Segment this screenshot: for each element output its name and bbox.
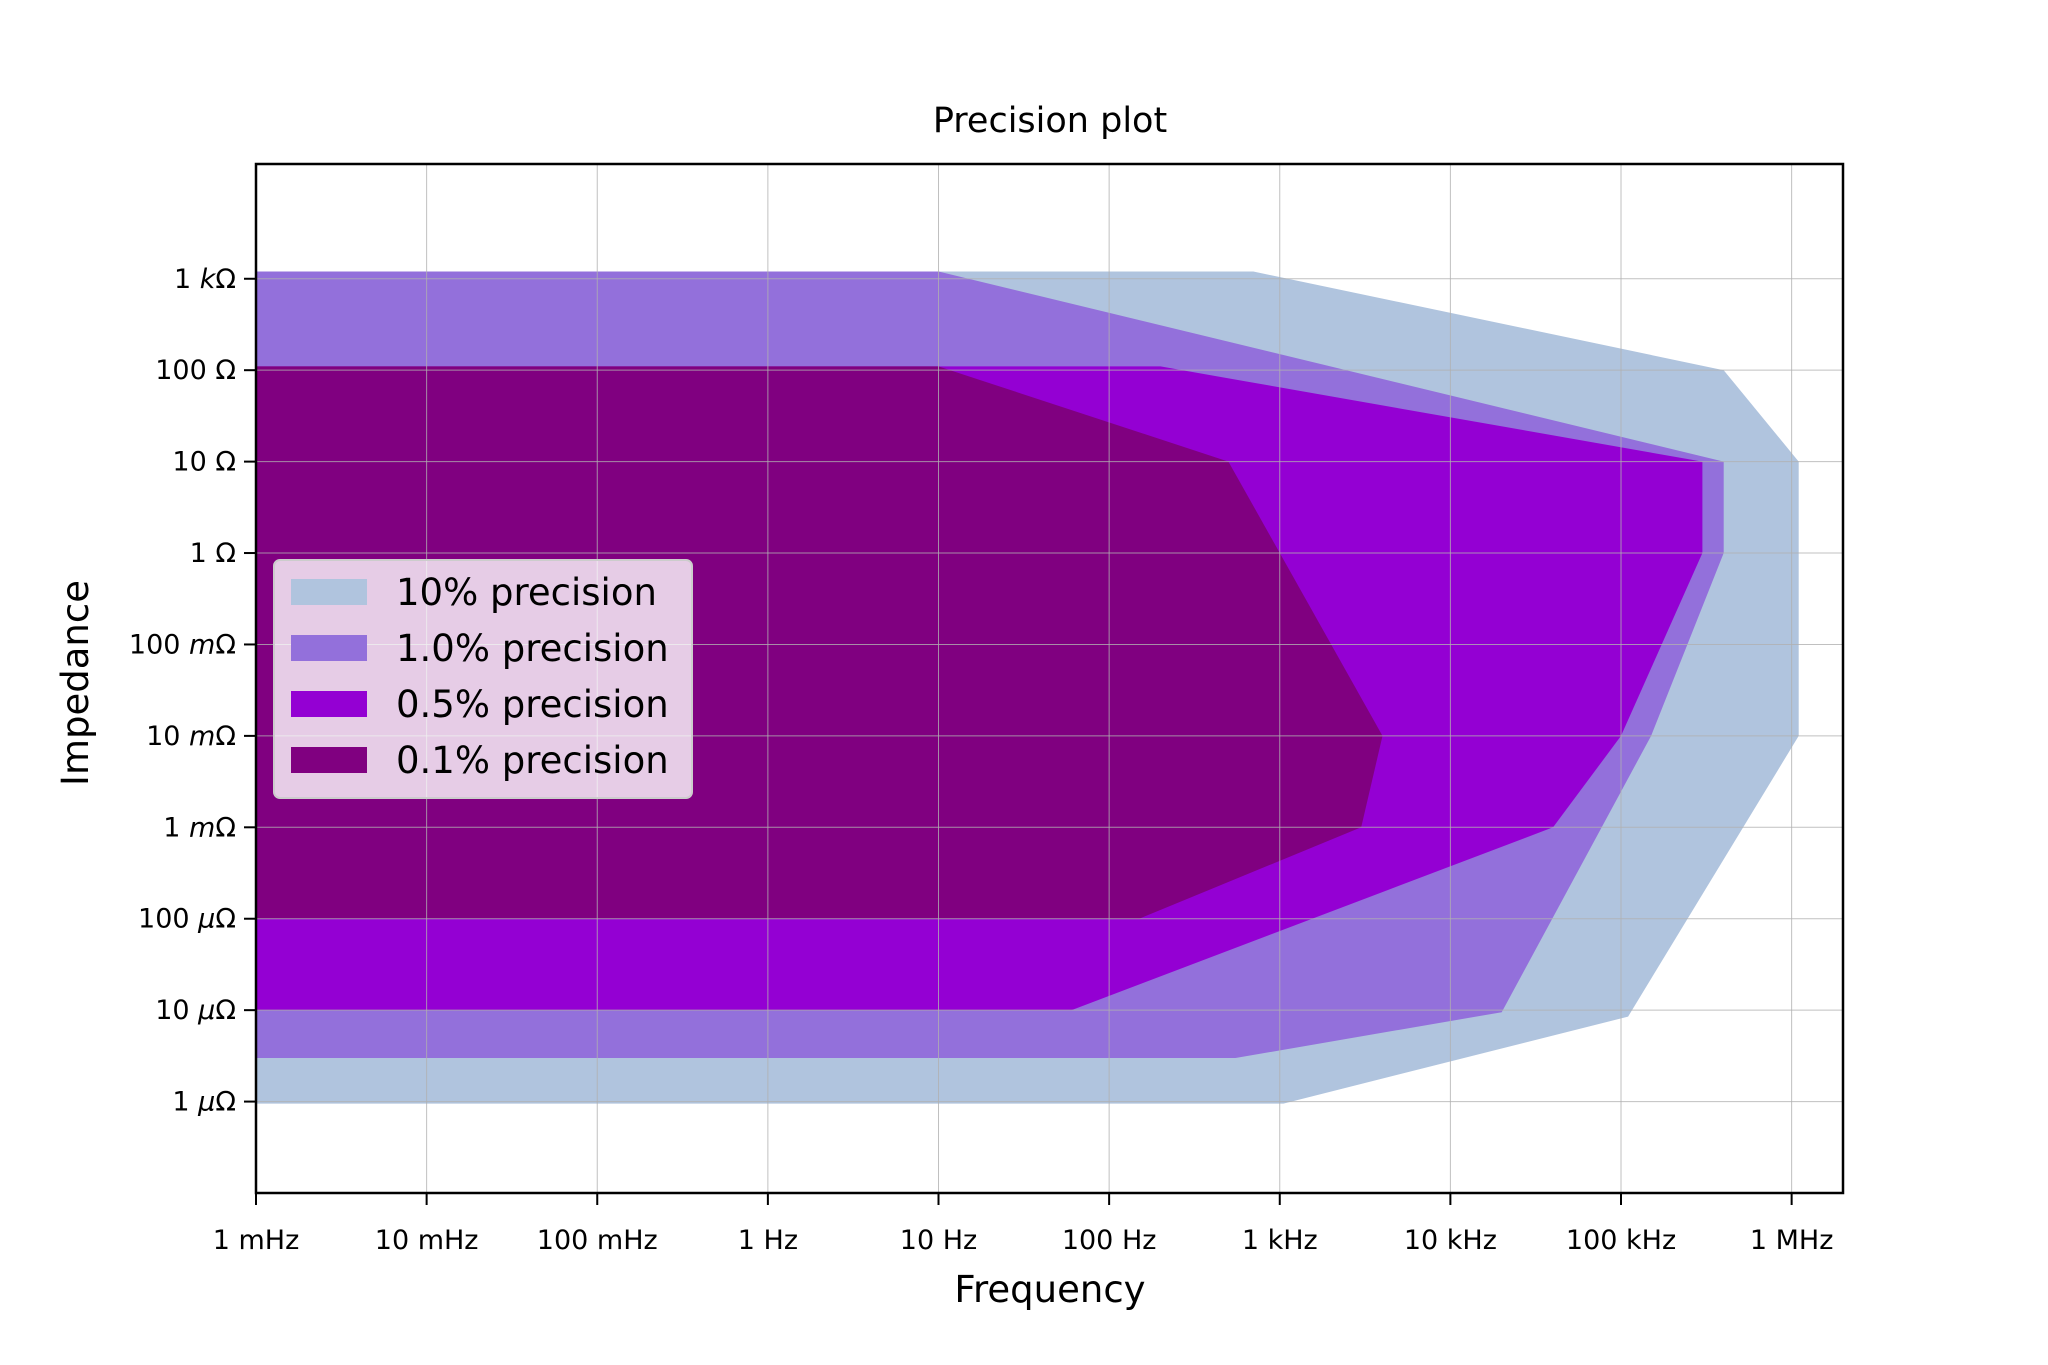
plot-area <box>256 271 1799 1104</box>
x-tick-label-1: 10 mHz <box>375 1225 479 1256</box>
legend-swatch-2 <box>291 691 367 717</box>
y-tick-label-2: 100 μΩ <box>138 904 236 935</box>
legend-swatch-1 <box>291 635 367 661</box>
legend-label-1: 1.0% precision <box>396 627 669 670</box>
x-tick-label-9: 1 MHz <box>1750 1225 1834 1256</box>
y-tick-label-3: 1 mΩ <box>163 812 236 843</box>
legend-label-2: 0.5% precision <box>396 683 669 726</box>
legend-swatch-3 <box>291 747 367 773</box>
y-tick-label-6: 1 Ω <box>190 538 236 569</box>
x-tick-label-4: 10 Hz <box>900 1225 977 1256</box>
y-tick-label-8: 100 Ω <box>155 355 236 386</box>
x-tick-label-2: 100 mHz <box>537 1225 658 1256</box>
legend-label-3: 0.1% precision <box>396 739 669 782</box>
axes: 1 mHz 10 mHz 100 mHz 1 Hz 10 Hz 100 Hz 1 kHz 10… <box>129 162 1845 1256</box>
legend: 10% precision 1.0% precision 0.5% precisio… <box>273 559 693 799</box>
legend-swatch-0 <box>291 579 367 605</box>
y-tick-label-4: 10 mΩ <box>146 721 236 752</box>
plot-frame <box>254 162 1845 1195</box>
y-tick-label-9: 1 kΩ <box>174 264 236 295</box>
y-axis-label: Impedance <box>54 580 97 786</box>
chart-title: Precision plot <box>933 101 1167 141</box>
x-tick-label-8: 100 kHz <box>1566 1225 1676 1256</box>
y-tick-label-0: 1 μΩ <box>172 1087 236 1118</box>
x-tick-label-0: 1 mHz <box>213 1225 300 1256</box>
x-tick-label-5: 100 Hz <box>1062 1225 1157 1256</box>
legend-box <box>273 559 693 799</box>
y-tick-label-1: 10 μΩ <box>155 995 236 1026</box>
y-tick-label-7: 10 Ω <box>172 447 236 478</box>
x-axis-label: Frequency <box>954 1268 1145 1311</box>
x-tick-label-6: 1 kHz <box>1242 1225 1318 1256</box>
x-tick-label-3: 1 Hz <box>738 1225 798 1256</box>
x-tick-label-7: 10 kHz <box>1404 1225 1497 1256</box>
y-tick-label-5: 100 mΩ <box>129 629 236 660</box>
legend-label-0: 10% precision <box>396 571 657 614</box>
